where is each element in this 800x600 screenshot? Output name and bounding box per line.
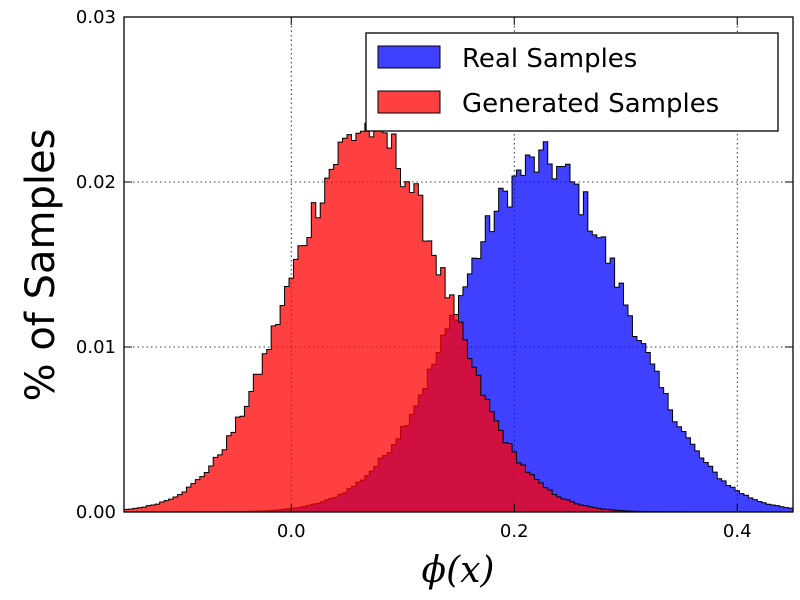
plot-area-frame bbox=[123, 16, 794, 513]
y-tick-label: 0.03 bbox=[76, 7, 116, 28]
y-axis-label: % of Samples bbox=[18, 129, 64, 402]
x-tick-label: 0.0 bbox=[277, 521, 306, 542]
x-tick-label: 0.2 bbox=[500, 521, 529, 542]
y-tick-label: 0.01 bbox=[76, 337, 116, 358]
y-tick-label: 0.00 bbox=[76, 502, 116, 523]
y-tick-label: 0.02 bbox=[76, 172, 116, 193]
legend-swatch-real bbox=[377, 45, 441, 69]
axis-ticks: 0.0 0.2 0.4 0.00 0.01 0.02 0.03 bbox=[76, 7, 793, 542]
legend-swatch-generated bbox=[377, 90, 441, 114]
x-tick-label: 0.4 bbox=[723, 521, 752, 542]
legend-label-generated: Generated Samples bbox=[462, 89, 719, 119]
legend: Real Samples Generated Samples bbox=[365, 32, 779, 132]
x-axis-label: ϕ(x) bbox=[422, 550, 495, 591]
legend-label-real: Real Samples bbox=[462, 44, 637, 74]
